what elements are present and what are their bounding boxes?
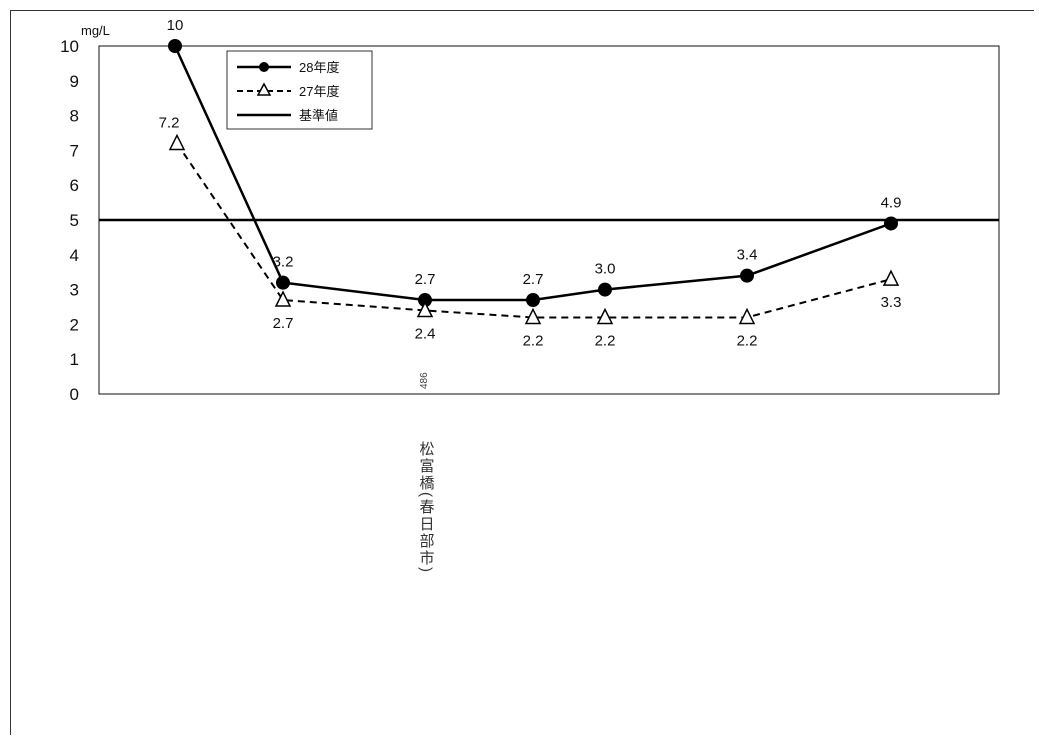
data-label-28: 3.0: [595, 261, 616, 278]
legend-marker-28: [259, 62, 269, 72]
point-27: [416, 300, 434, 318]
y-tick-label: 8: [70, 107, 79, 126]
y-tick-label: 10: [60, 37, 79, 56]
data-label-27: 2.2: [737, 332, 758, 349]
x-annotation-small: 486: [419, 372, 430, 389]
data-label-27: 2.2: [523, 332, 544, 349]
y-tick-label: 5: [70, 211, 79, 230]
legend-label-28: 28年度: [299, 60, 339, 75]
point-28: [276, 275, 290, 290]
x-annotation-vertical: 松富橋(春日部市): [418, 441, 435, 574]
data-label-28: 2.7: [415, 271, 436, 288]
data-label-27: 7.2: [159, 114, 180, 131]
point-28: [598, 282, 612, 297]
point-28: [168, 39, 182, 53]
point-27: [524, 307, 542, 325]
data-label-27: 2.2: [595, 332, 616, 349]
y-tick-label: 0: [70, 385, 79, 404]
y-unit-label: mg/L: [81, 23, 110, 38]
data-label-27: 2.7: [273, 315, 294, 332]
data-label-28: 3.2: [273, 254, 294, 271]
legend: 28年度 27年度 基準値: [226, 50, 373, 130]
y-tick-label: 3: [70, 281, 79, 300]
y-tick-label: 2: [70, 315, 79, 334]
y-tick-label: 1: [70, 350, 79, 369]
series-line-27: [176, 142, 892, 319]
data-label-28: 2.7: [523, 271, 544, 288]
point-28: [884, 216, 898, 231]
point-27: [738, 307, 756, 325]
point-28: [526, 293, 540, 308]
point-27: [168, 133, 186, 151]
chart-frame: mg/L 0 1 2 3 4 5 6 7 8 9 10 10 3.2 2.7 2.7 3.0 3.4 4.9 7.…: [10, 10, 1034, 735]
point-28: [740, 268, 754, 283]
data-labels: 10 3.2 2.7 2.7 3.0 3.4 4.9 7.2 2.7 2.4 2.2 2.2 2.2 3.…: [159, 17, 902, 349]
point-28: [418, 293, 432, 308]
y-tick-label: 7: [70, 141, 79, 160]
point-27: [882, 269, 900, 286]
legend-label-reference: 基準値: [299, 108, 338, 123]
data-label-28: 3.4: [737, 247, 758, 264]
y-tick-labels: 0 1 2 3 4 5 6 7 8 9 10: [60, 37, 79, 404]
point-27: [596, 307, 614, 325]
data-label-28: 4.9: [881, 194, 902, 211]
y-tick-label: 4: [70, 246, 79, 265]
data-label-27: 3.3: [881, 294, 902, 311]
point-27: [274, 290, 292, 307]
legend-label-27: 27年度: [299, 84, 339, 99]
line-chart: mg/L 0 1 2 3 4 5 6 7 8 9 10 10 3.2 2.7 2.7 3.0 3.4 4.9 7.…: [60, 17, 1000, 574]
series-markers: [168, 39, 900, 325]
data-label-28: 10: [167, 17, 184, 34]
y-tick-label: 9: [70, 72, 79, 91]
data-label-27: 2.4: [415, 325, 436, 342]
y-tick-label: 6: [70, 176, 79, 195]
legend-marker-27: [256, 82, 272, 96]
